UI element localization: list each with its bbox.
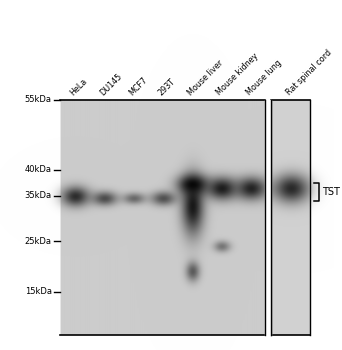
Text: DU145: DU145: [98, 71, 123, 97]
Text: 35kDa: 35kDa: [25, 191, 52, 201]
Text: HeLa: HeLa: [69, 76, 89, 97]
Text: MCF7: MCF7: [127, 75, 149, 97]
Text: 15kDa: 15kDa: [25, 287, 52, 296]
Text: Mouse lung: Mouse lung: [244, 58, 283, 97]
Text: 25kDa: 25kDa: [25, 237, 52, 245]
Text: 55kDa: 55kDa: [25, 96, 52, 105]
Text: Mouse kidney: Mouse kidney: [215, 51, 261, 97]
Text: 293T: 293T: [156, 77, 177, 97]
Text: Mouse liver: Mouse liver: [186, 58, 225, 97]
Text: Rat spinal cord: Rat spinal cord: [284, 48, 333, 97]
Text: TST: TST: [322, 187, 340, 197]
Text: 40kDa: 40kDa: [25, 166, 52, 175]
